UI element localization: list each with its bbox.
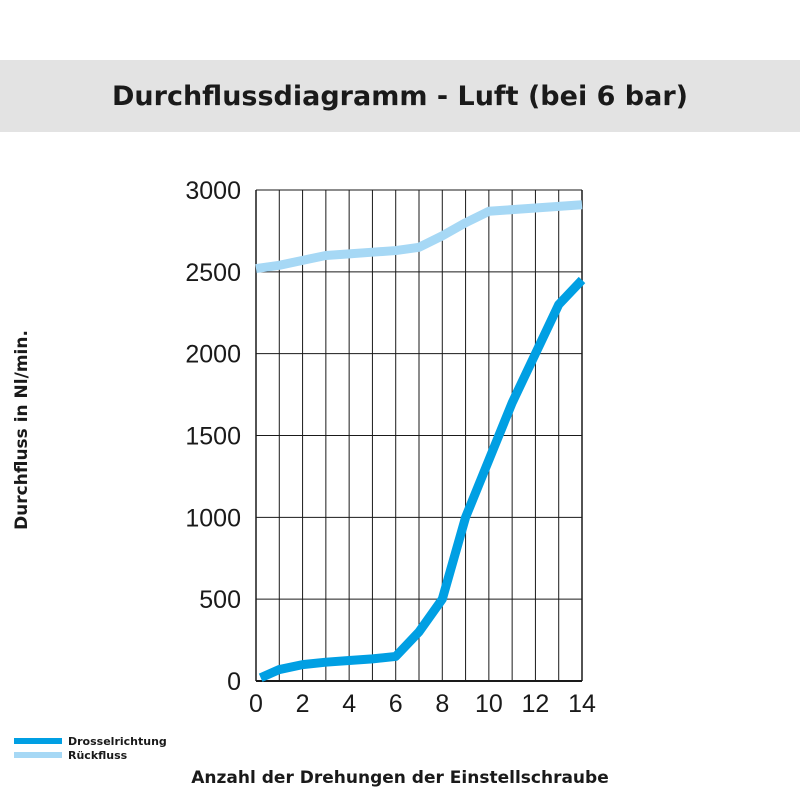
y-axis-label: Durchfluss in Nl/min. — [12, 330, 32, 530]
legend-swatch-drossel — [14, 738, 62, 744]
x-tick-label: 10 — [475, 690, 503, 718]
legend: Drosselrichtung Rückfluss — [14, 734, 167, 762]
grid — [255, 189, 583, 682]
x-axis-label: Anzahl der Drehungen der Einstellschraub… — [191, 768, 609, 788]
legend-item-drossel: Drosselrichtung — [14, 734, 167, 748]
y-tick-label: 3000 — [185, 177, 241, 205]
x-tick-label: 12 — [522, 690, 550, 718]
y-tick-label: 0 — [227, 668, 241, 696]
legend-label-drossel: Drosselrichtung — [68, 734, 167, 748]
title-bar: Durchflussdiagramm - Luft (bei 6 bar) — [0, 60, 800, 132]
y-tick-label: 2500 — [185, 259, 241, 287]
y-tick-labels: 0 500 1000 1500 2000 2500 3000 — [185, 177, 241, 696]
legend-label-rueckfluss: Rückfluss — [68, 748, 128, 762]
series-line-drossel — [258, 276, 586, 682]
x-tick-label: 2 — [296, 690, 310, 718]
x-tick-label: 6 — [389, 690, 403, 718]
series-line-rueckfluss — [255, 200, 583, 274]
chart-title: Durchflussdiagramm - Luft (bei 6 bar) — [112, 80, 688, 112]
series-lines — [255, 200, 586, 682]
y-tick-label: 1000 — [185, 504, 241, 532]
x-tick-label: 8 — [435, 690, 449, 718]
y-tick-label: 2000 — [185, 341, 241, 369]
x-tick-labels: 0 2 4 6 8 10 12 14 — [249, 690, 596, 718]
x-tick-label: 4 — [342, 690, 356, 718]
legend-item-rueckfluss: Rückfluss — [14, 748, 167, 762]
legend-swatch-rueckfluss — [14, 752, 62, 758]
y-tick-label: 1500 — [185, 423, 241, 451]
x-tick-label: 0 — [249, 690, 263, 718]
y-tick-label: 500 — [199, 586, 241, 614]
x-tick-label: 14 — [568, 690, 596, 718]
